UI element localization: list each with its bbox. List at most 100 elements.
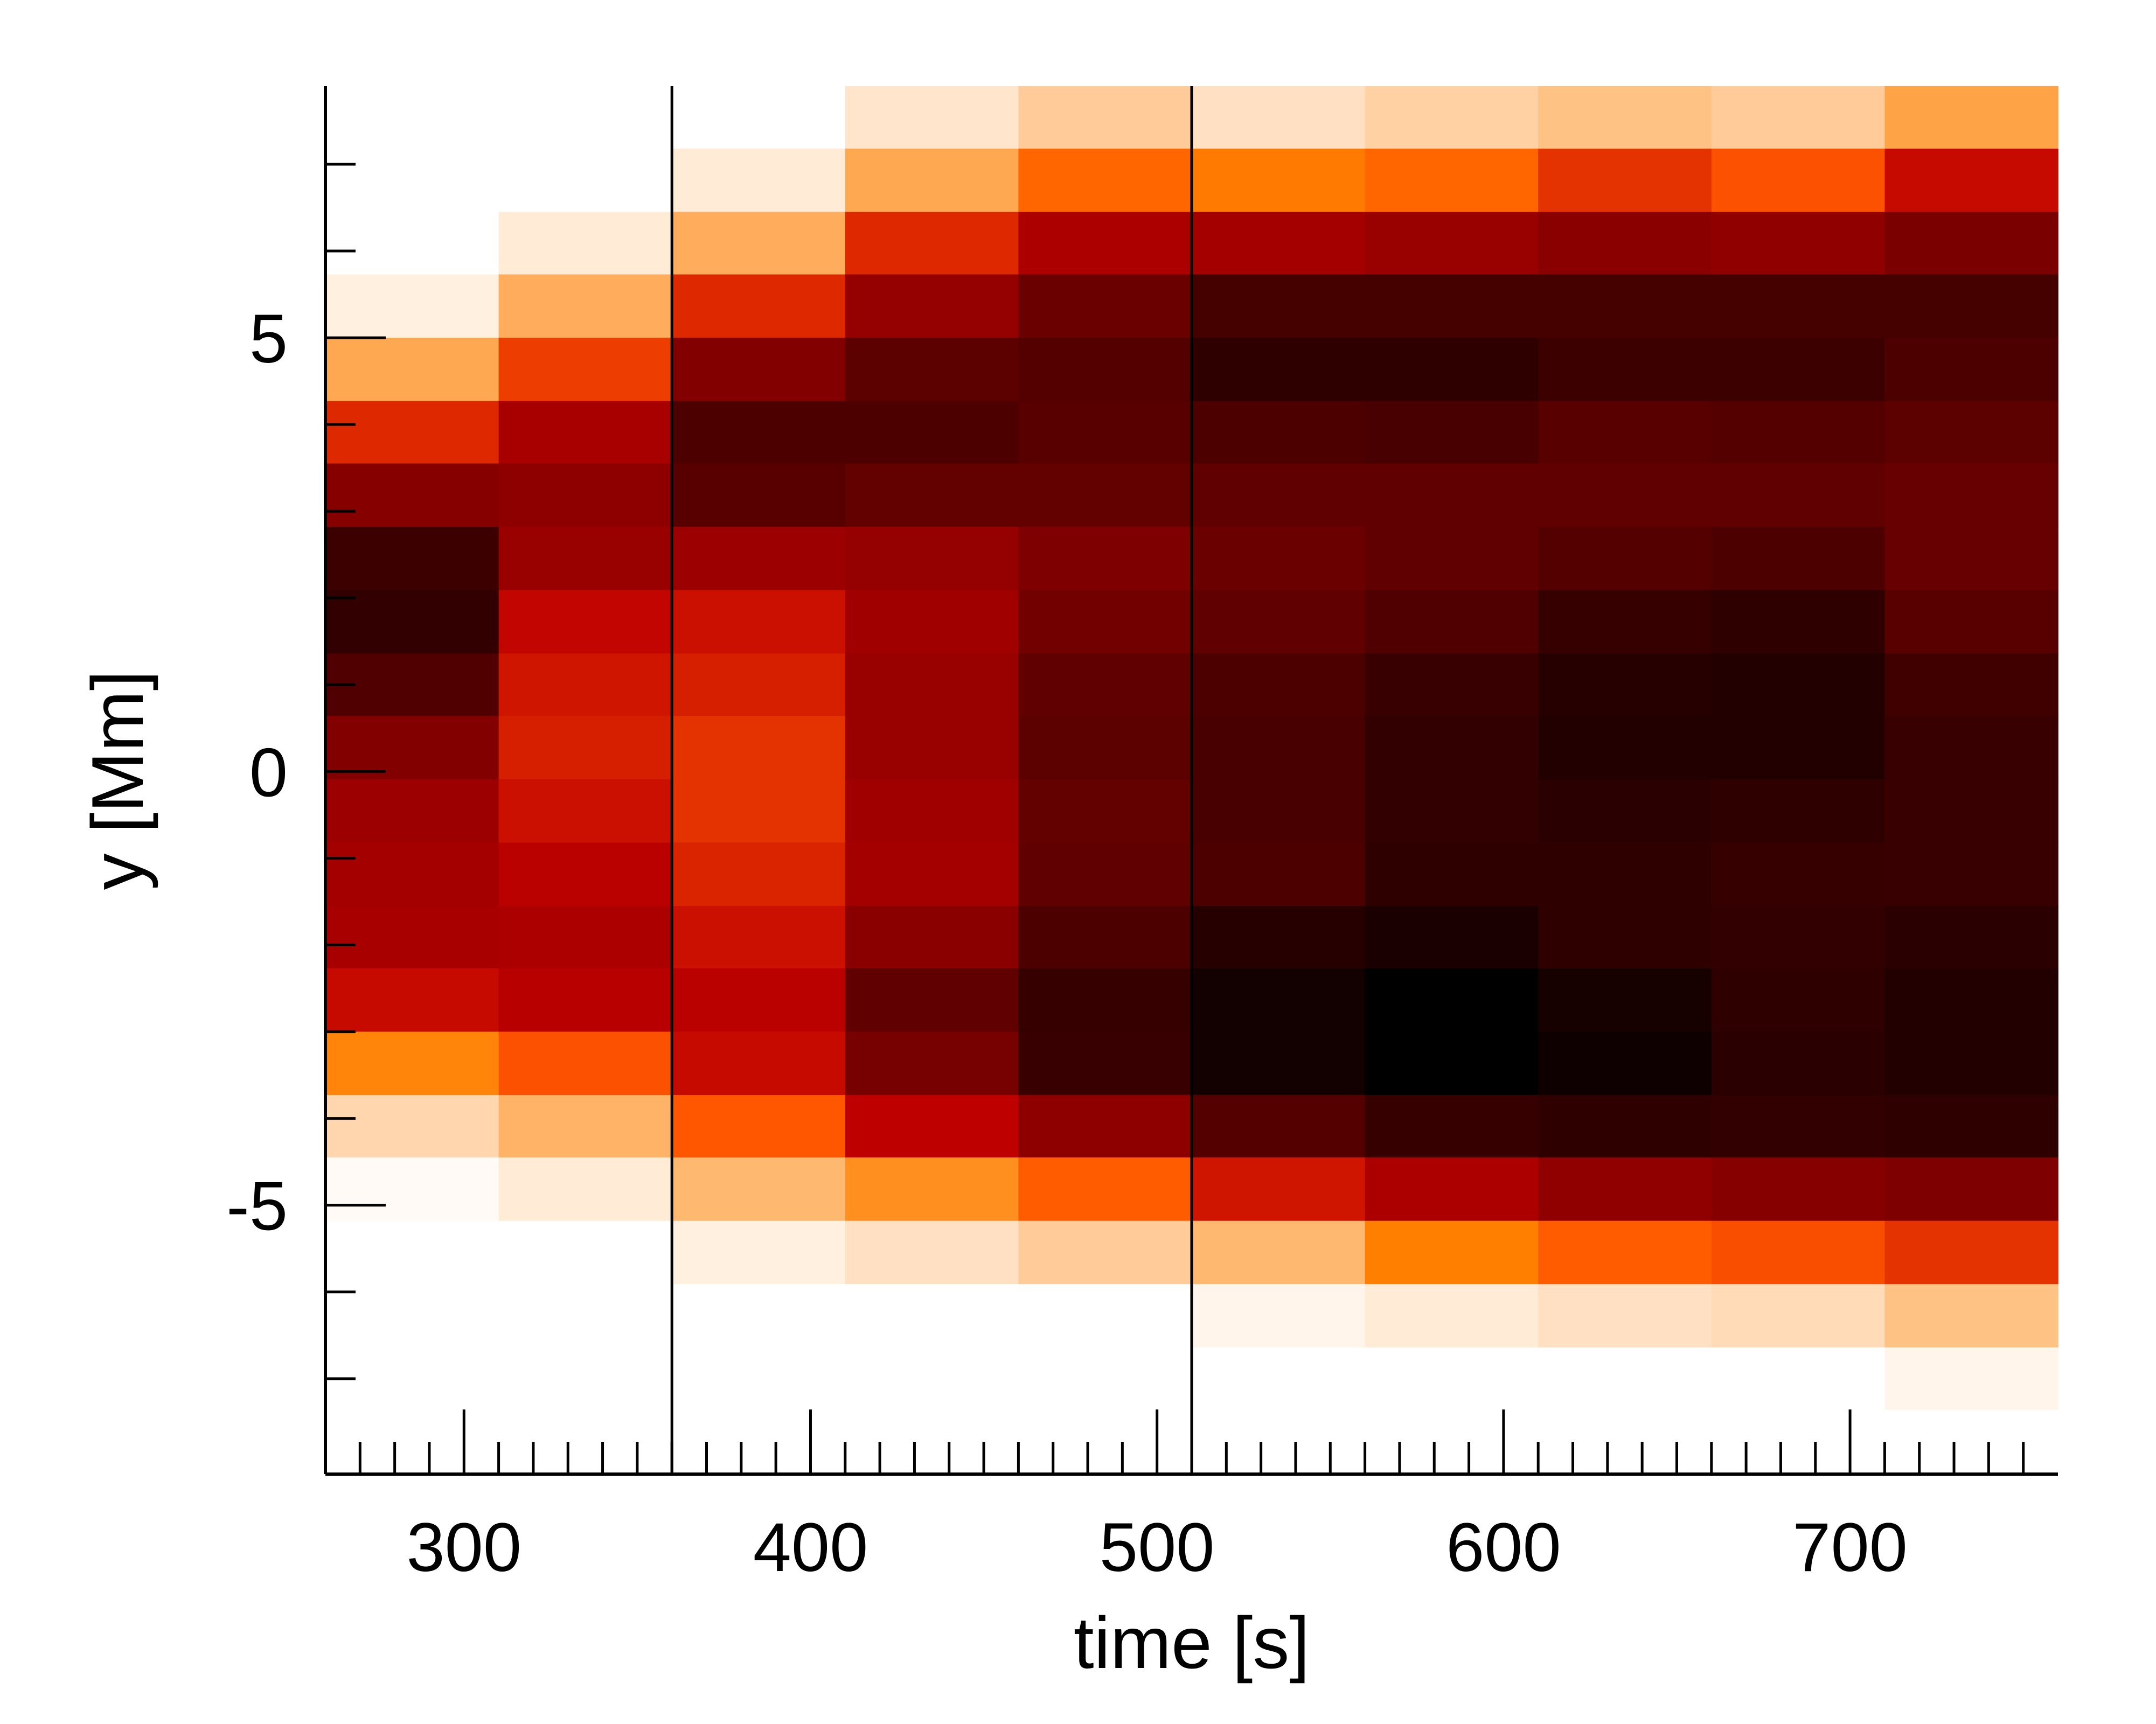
heatmap-cell	[1538, 1220, 1712, 1285]
heatmap-cell	[325, 1031, 499, 1095]
heatmap-cell	[1538, 1409, 1712, 1475]
heatmap-cell	[1711, 1284, 1886, 1348]
heatmap-cell	[1192, 148, 1366, 213]
heatmap-cell	[672, 212, 846, 275]
heatmap-cell	[1192, 1284, 1366, 1348]
heatmap-cell	[845, 148, 1019, 213]
ticks	[325, 163, 2025, 1474]
heatmap-cell	[845, 716, 1019, 780]
heatmap-cell	[325, 906, 499, 969]
heatmap-cell	[1018, 653, 1192, 717]
heatmap-cell	[672, 1031, 846, 1095]
heatmap-cell	[1192, 527, 1366, 591]
heatmap-cell	[1365, 463, 1539, 527]
heatmap-cell	[672, 1095, 846, 1158]
heatmap-cell	[1538, 906, 1712, 969]
heatmap-cell	[1711, 842, 1886, 906]
heatmap-cell	[1711, 1157, 1886, 1222]
heatmap-cell	[672, 716, 846, 780]
heatmap-cell	[325, 1220, 499, 1285]
heatmap-cell	[325, 1409, 499, 1475]
heatmap-cell	[1711, 590, 1886, 654]
heatmap-cell	[845, 1031, 1019, 1095]
heatmap-cell	[1884, 338, 2058, 402]
heatmap-cell	[1365, 1095, 1539, 1158]
heatmap-cell	[498, 1409, 672, 1475]
heatmap-cell	[1192, 906, 1366, 969]
heatmap-cell	[325, 1157, 499, 1222]
x-tick-label: 300	[406, 1509, 521, 1586]
heatmap-cell	[1884, 274, 2058, 338]
heatmap-cell	[845, 1220, 1019, 1285]
heatmap-cell	[1538, 212, 1712, 275]
heatmap-cell	[1884, 906, 2058, 969]
heatmap-cell	[1192, 779, 1366, 843]
heatmap-cell	[1018, 1031, 1192, 1095]
heatmap-cell	[845, 527, 1019, 591]
heatmap-cell	[498, 716, 672, 780]
heatmap-cell	[498, 842, 672, 906]
heatmap-cell	[672, 401, 846, 464]
heatmap-cell	[1884, 1095, 2058, 1158]
heatmap-cell	[1365, 401, 1539, 464]
heatmap-cell	[1884, 842, 2058, 906]
heatmap-cell	[845, 590, 1019, 654]
heatmap-cell	[1365, 1220, 1539, 1285]
heatmap-cell	[845, 1347, 1019, 1411]
heatmap-cell	[498, 463, 672, 527]
heatmap-cell	[498, 527, 672, 591]
heatmap-cell	[1192, 1409, 1366, 1475]
heatmap-cell	[1538, 590, 1712, 654]
heatmap-cell	[1018, 779, 1192, 843]
x-tick-label: 700	[1792, 1509, 1908, 1586]
heatmap-cell	[1018, 1409, 1192, 1475]
heatmap-cell	[845, 463, 1019, 527]
heatmap-cell	[1538, 716, 1712, 780]
heatmap-cell	[1018, 590, 1192, 654]
heatmap-cell	[845, 401, 1019, 464]
heatmap-cell	[1192, 274, 1366, 338]
heatmap-cell	[498, 1157, 672, 1222]
heatmap-cell	[1365, 338, 1539, 402]
heatmap-cell	[845, 968, 1019, 1032]
heatmap-cell	[498, 1347, 672, 1411]
heatmap-cell	[1711, 274, 1886, 338]
heatmap-cell	[325, 274, 499, 338]
heatmap-cell	[498, 1095, 672, 1158]
heatmap-cell	[498, 1284, 672, 1348]
x-tick-label: 600	[1446, 1509, 1561, 1586]
heatmap-cell	[1711, 716, 1886, 780]
heatmap-cell	[1711, 653, 1886, 717]
heatmap-cell	[1192, 968, 1366, 1032]
heatmap-cell	[1192, 463, 1366, 527]
heatmap-cell	[325, 1284, 499, 1348]
heatmap-cell	[1365, 842, 1539, 906]
heatmap-cell	[672, 653, 846, 717]
heatmap-cell	[498, 86, 672, 149]
heatmap-cell	[1884, 590, 2058, 654]
heatmap-cell	[1192, 401, 1366, 464]
heatmap-cell	[845, 779, 1019, 843]
heatmap-cell	[1192, 1157, 1366, 1222]
heatmap-cell	[1711, 148, 1886, 213]
heatmap-cell	[1018, 906, 1192, 969]
heatmap-cell	[1365, 86, 1539, 149]
heatmap-cell	[1192, 212, 1366, 275]
y-axis-label: y [Mm]	[76, 671, 158, 890]
heatmap-cell	[1538, 86, 1712, 149]
heatmap-cell	[1018, 338, 1192, 402]
heatmap-cell	[1884, 401, 2058, 464]
heatmap-cell	[1018, 212, 1192, 275]
heatmap-cell	[845, 842, 1019, 906]
heatmap-cell	[498, 401, 672, 464]
heatmap-cell	[672, 274, 846, 338]
heatmap-cell	[1018, 463, 1192, 527]
heatmap-cell	[672, 1157, 846, 1222]
heatmap-cell	[1884, 716, 2058, 780]
heatmap-cell	[1884, 463, 2058, 527]
heatmap-cell	[1192, 590, 1366, 654]
heatmap-cell	[1884, 1409, 2058, 1475]
heatmap-cell	[1365, 274, 1539, 338]
heatmap-cell	[845, 212, 1019, 275]
